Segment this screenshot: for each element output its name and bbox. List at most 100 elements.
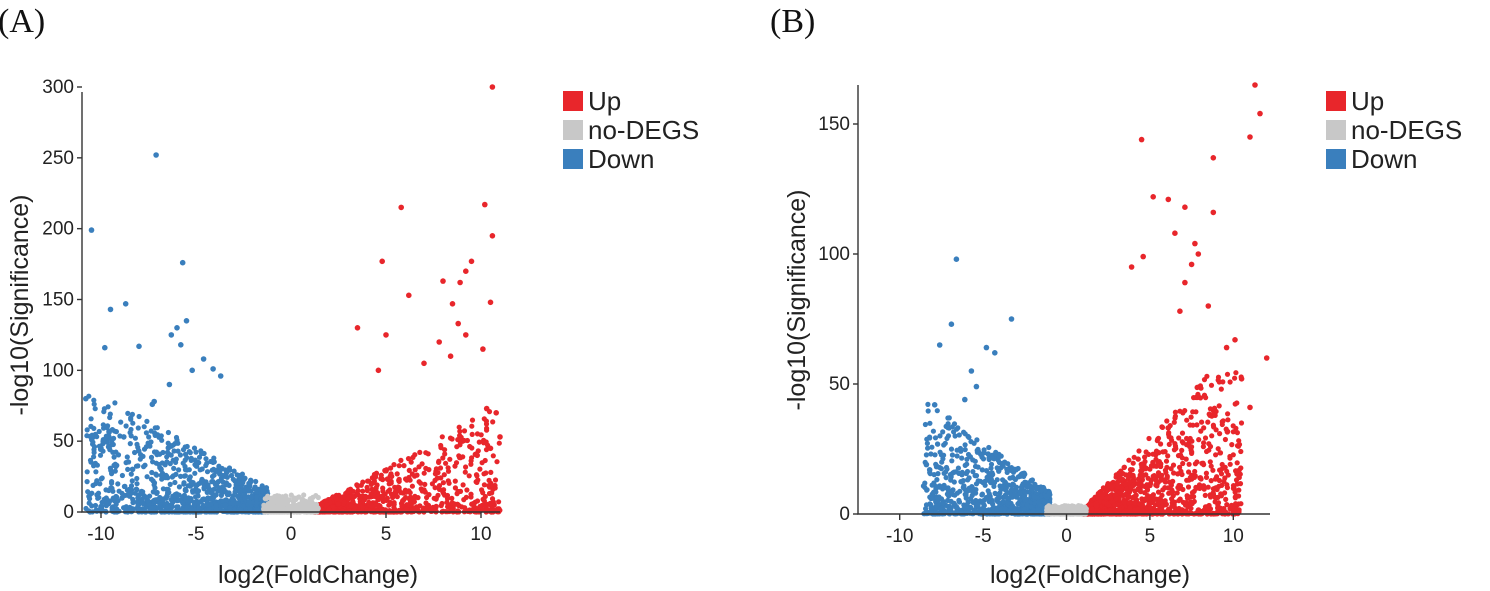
- down-point: [230, 493, 236, 499]
- down-point: [1015, 501, 1021, 507]
- down-point: [148, 428, 154, 434]
- down-point: [951, 500, 957, 506]
- down-point: [957, 488, 963, 494]
- up-point: [373, 485, 379, 491]
- up-point: [1194, 422, 1200, 428]
- up-point: [1116, 506, 1122, 512]
- down-point: [979, 491, 986, 497]
- down-point: [137, 456, 143, 462]
- down-point: [168, 332, 175, 338]
- no-degs-point: [266, 500, 272, 506]
- up-point: [1142, 454, 1148, 460]
- up-point: [442, 451, 448, 457]
- up-point: [1208, 478, 1214, 484]
- down-point: [953, 469, 959, 475]
- up-point: [1202, 492, 1208, 498]
- up-point: [362, 493, 368, 499]
- up-point: [1155, 436, 1161, 442]
- down-point: [123, 423, 129, 429]
- down-point: [1021, 506, 1027, 512]
- up-point: [1163, 458, 1170, 464]
- down-point: [112, 400, 118, 406]
- down-point: [107, 306, 114, 313]
- up-point: [1229, 504, 1236, 510]
- up-point: [431, 495, 437, 501]
- down-point: [173, 471, 179, 477]
- up-point: [458, 455, 464, 461]
- up-point: [349, 493, 355, 499]
- up-point: [457, 488, 464, 494]
- down-point: [130, 420, 136, 426]
- dense-point-cloud: [920, 370, 1245, 517]
- up-point: [487, 299, 494, 306]
- up-point: [1157, 463, 1163, 469]
- down-point: [965, 499, 971, 506]
- down-point: [948, 474, 954, 480]
- down-point: [193, 449, 199, 455]
- up-point: [1247, 134, 1253, 140]
- up-point: [1203, 470, 1209, 476]
- up-point: [1135, 506, 1141, 513]
- up-point: [432, 485, 438, 491]
- no-degs-point: [1077, 504, 1083, 510]
- down-point: [88, 227, 95, 233]
- down-point: [195, 489, 201, 495]
- up-point: [1205, 508, 1212, 514]
- up-point: [398, 204, 405, 211]
- up-point: [1162, 485, 1168, 491]
- down-point: [975, 464, 981, 470]
- down-point: [1035, 507, 1041, 513]
- up-point: [496, 440, 502, 446]
- down-point: [107, 465, 113, 471]
- down-point: [985, 451, 991, 457]
- down-point: [970, 499, 976, 505]
- down-point: [260, 489, 266, 495]
- up-point: [1169, 496, 1175, 502]
- up-point: [1093, 503, 1100, 509]
- down-point: [178, 473, 184, 479]
- up-point: [490, 453, 496, 459]
- up-point: [1151, 496, 1158, 502]
- down-point: [937, 433, 943, 439]
- down-point: [934, 408, 940, 414]
- up-point: [388, 478, 394, 484]
- down-point: [156, 505, 162, 511]
- y-axis-title-b: -log10(Significance): [783, 190, 811, 411]
- down-point: [248, 494, 254, 500]
- up-point: [1211, 405, 1218, 411]
- down-point: [134, 481, 140, 487]
- up-point: [1097, 491, 1103, 497]
- down-point: [127, 441, 133, 447]
- down-point: [97, 452, 104, 458]
- down-point: [111, 454, 117, 460]
- down-point: [173, 459, 179, 465]
- down-point: [975, 502, 981, 508]
- up-point: [383, 332, 389, 338]
- down-point: [194, 482, 200, 488]
- no-degs-point: [1064, 509, 1070, 515]
- down-point: [122, 301, 129, 307]
- down-point: [962, 504, 968, 511]
- down-point: [981, 497, 988, 503]
- down-point: [993, 449, 999, 455]
- up-point: [487, 501, 493, 507]
- up-point: [1199, 460, 1205, 466]
- up-point: [430, 504, 436, 510]
- no-degs-point: [1060, 505, 1066, 511]
- down-point: [193, 462, 199, 468]
- up-point: [442, 447, 448, 453]
- down-point: [148, 476, 154, 482]
- down-point: [203, 462, 209, 469]
- up-point: [492, 477, 499, 483]
- up-point: [1211, 424, 1217, 430]
- up-point: [1182, 279, 1188, 286]
- up-point: [457, 279, 463, 286]
- up-point: [1136, 448, 1142, 454]
- no-degs-point: [262, 496, 268, 502]
- up-point: [1147, 505, 1153, 511]
- down-point: [87, 496, 93, 502]
- up-point: [412, 452, 418, 458]
- up-point: [473, 472, 480, 478]
- down-point: [187, 474, 193, 480]
